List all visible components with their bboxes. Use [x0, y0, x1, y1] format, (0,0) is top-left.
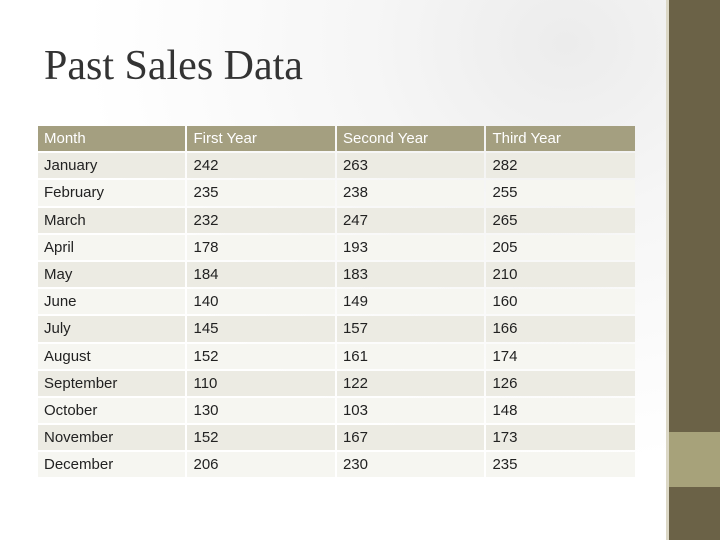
column-header-month: Month — [38, 126, 186, 152]
third-year-cell: 265 — [486, 207, 635, 233]
third-year-cell: 126 — [486, 370, 635, 396]
month-cell: August — [38, 343, 186, 369]
second-year-cell: 122 — [336, 370, 485, 396]
third-year-cell: 210 — [486, 261, 635, 288]
second-year-cell: 103 — [336, 397, 485, 424]
third-year-cell: 174 — [486, 343, 635, 369]
second-year-cell: 183 — [336, 261, 485, 288]
month-cell: May — [38, 261, 186, 288]
table-row: April 178 193 205 — [38, 234, 635, 260]
first-year-cell: 184 — [187, 261, 335, 288]
third-year-cell: 166 — [486, 316, 635, 342]
table-row: December 206 230 235 — [38, 452, 635, 478]
column-header-third-year: Third Year — [486, 126, 635, 152]
second-year-cell: 157 — [336, 316, 485, 342]
table-row: July 145 157 166 — [38, 316, 635, 342]
sales-table: Month First Year Second Year Third Year … — [36, 124, 637, 479]
first-year-cell: 178 — [187, 234, 335, 260]
first-year-cell: 235 — [187, 180, 335, 206]
first-year-cell: 145 — [187, 316, 335, 342]
table-row: November 152 167 173 — [38, 425, 635, 451]
month-cell: September — [38, 370, 186, 396]
third-year-cell: 255 — [486, 180, 635, 206]
third-year-cell: 160 — [486, 289, 635, 315]
table-body: January 242 263 282 February 235 238 255 March 23… — [38, 153, 635, 478]
month-cell: June — [38, 289, 186, 315]
month-cell: July — [38, 316, 186, 342]
third-year-cell: 148 — [486, 397, 635, 424]
column-header-second-year: Second Year — [336, 126, 485, 152]
table-row: October 130 103 148 — [38, 397, 635, 424]
table-row: March 232 247 265 — [38, 207, 635, 233]
second-year-cell: 149 — [336, 289, 485, 315]
third-year-cell: 173 — [486, 425, 635, 451]
table-row: August 152 161 174 — [38, 343, 635, 369]
column-header-first-year: First Year — [187, 126, 335, 152]
second-year-cell: 193 — [336, 234, 485, 260]
first-year-cell: 152 — [187, 343, 335, 369]
slide-title: Past Sales Data — [44, 43, 303, 89]
table-row: February 235 238 255 — [38, 180, 635, 206]
third-year-cell: 205 — [486, 234, 635, 260]
table-row: May 184 183 210 — [38, 261, 635, 288]
first-year-cell: 206 — [187, 452, 335, 478]
table-header-row: Month First Year Second Year Third Year — [38, 126, 635, 152]
month-cell: April — [38, 234, 186, 260]
side-accent-block — [669, 432, 720, 487]
second-year-cell: 230 — [336, 452, 485, 478]
month-cell: January — [38, 153, 186, 179]
month-cell: February — [38, 180, 186, 206]
month-cell: December — [38, 452, 186, 478]
month-cell: November — [38, 425, 186, 451]
table-row: September 110 122 126 — [38, 370, 635, 396]
third-year-cell: 235 — [486, 452, 635, 478]
first-year-cell: 130 — [187, 397, 335, 424]
third-year-cell: 282 — [486, 153, 635, 179]
second-year-cell: 247 — [336, 207, 485, 233]
first-year-cell: 110 — [187, 370, 335, 396]
month-cell: March — [38, 207, 186, 233]
table-row: June 140 149 160 — [38, 289, 635, 315]
second-year-cell: 263 — [336, 153, 485, 179]
month-cell: October — [38, 397, 186, 424]
side-divider-line — [666, 0, 669, 540]
second-year-cell: 167 — [336, 425, 485, 451]
second-year-cell: 161 — [336, 343, 485, 369]
second-year-cell: 238 — [336, 180, 485, 206]
first-year-cell: 140 — [187, 289, 335, 315]
first-year-cell: 242 — [187, 153, 335, 179]
table-row: January 242 263 282 — [38, 153, 635, 179]
first-year-cell: 152 — [187, 425, 335, 451]
first-year-cell: 232 — [187, 207, 335, 233]
